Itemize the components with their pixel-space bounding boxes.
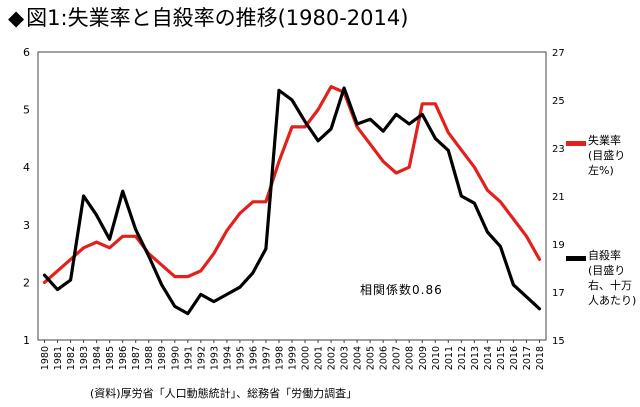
plot-frame: [37, 51, 547, 341]
legend-note-unemployment: (目盛り左%): [588, 149, 626, 177]
x-tick-label: 1995: [235, 346, 246, 370]
y-right-tick-label: 17: [552, 288, 565, 299]
y-left-tick-label: 6: [23, 46, 30, 59]
x-tick-label: 2011: [444, 346, 455, 370]
x-tick-label: 1981: [53, 346, 64, 370]
x-tick-label: 1990: [170, 346, 181, 370]
x-tick-label: 2009: [418, 346, 429, 370]
legend-note-suicide: (目盛り右、十万人あたり): [588, 264, 637, 307]
x-tick-label: 2003: [340, 346, 351, 370]
x-tick-label: 1999: [288, 346, 299, 370]
x-tick-label: 2013: [470, 346, 481, 370]
y-left-tick-label: 5: [23, 104, 30, 117]
x-tick-label: 2012: [457, 346, 468, 370]
x-tick-label: 2018: [535, 346, 546, 370]
x-tick-label: 1988: [144, 346, 155, 370]
x-tick-label: 1991: [183, 346, 194, 370]
y-right-tick-label: 15: [552, 336, 565, 347]
y-right-tick-label: 27: [552, 48, 565, 59]
x-tick-label: 2000: [301, 346, 312, 370]
y-left-tick-label: 1: [23, 334, 30, 347]
source-note: (資料)厚労省「人口動態統計」、総務省「労働力調査」: [90, 387, 358, 400]
legend-unemployment: 失業率 (目盛り左%): [566, 133, 640, 193]
x-tick-label: 1980: [40, 346, 51, 370]
x-tick-label: 1985: [105, 346, 116, 370]
x-tick-label: 2007: [392, 346, 403, 370]
x-tick-label: 1989: [157, 346, 168, 370]
y-right-tick-label: 25: [552, 96, 565, 107]
title-text: 図1:失業率と自殺率の推移(1980-2014): [26, 6, 409, 30]
legend-label-unemployment: 失業率: [588, 134, 621, 147]
x-tick-label: 1997: [261, 346, 272, 370]
legend-label-suicide: 自殺率: [588, 249, 621, 262]
series-line-suicide: [42, 86, 542, 316]
series-line-unemployment: [42, 84, 542, 284]
x-tick-label: 2017: [522, 346, 533, 370]
x-tick-label: 2014: [483, 346, 494, 370]
x-tick-label: 1982: [66, 346, 77, 370]
x-tick-label: 2008: [405, 346, 416, 370]
legend-swatch-suicide: [566, 256, 586, 261]
y-right-tick-label: 19: [552, 240, 565, 251]
x-tick-label: 2015: [496, 346, 507, 370]
x-tick-label: 1983: [79, 346, 90, 370]
x-tick-label: 2005: [366, 346, 377, 370]
x-tick-label: 2006: [379, 346, 390, 370]
x-tick-label: 2010: [431, 346, 442, 370]
legend-swatch-unemployment: [566, 141, 586, 146]
x-tick-label: 1987: [131, 346, 142, 370]
x-tick-label: 1984: [92, 346, 103, 370]
x-tick-label: 1986: [118, 346, 129, 370]
y-left-tick-label: 4: [23, 161, 30, 174]
correlation-annotation: 相関係数0.86: [360, 283, 443, 297]
x-tick-label: 2001: [314, 346, 325, 370]
y-right-tick-label: 23: [552, 144, 565, 155]
legend-suicide: 自殺率 (目盛り右、十万人あたり): [566, 248, 640, 338]
y-right-tick-label: 21: [552, 192, 565, 203]
title-marker: ◆: [8, 6, 25, 30]
x-tick-label: 2002: [327, 346, 338, 370]
y-left-tick-label: 3: [23, 219, 30, 232]
x-tick-label: 1998: [274, 346, 285, 370]
x-tick-label: 1994: [222, 346, 233, 370]
x-tick-label: 1993: [209, 346, 220, 370]
chart-title: ◆図1:失業率と自殺率の推移(1980-2014): [8, 2, 408, 32]
x-tick-label: 2016: [509, 346, 520, 370]
x-tick-label: 2004: [353, 346, 364, 370]
x-tick-label: 1996: [248, 346, 259, 370]
x-tick-label: 1992: [196, 346, 207, 370]
y-left-tick-label: 2: [23, 276, 30, 289]
